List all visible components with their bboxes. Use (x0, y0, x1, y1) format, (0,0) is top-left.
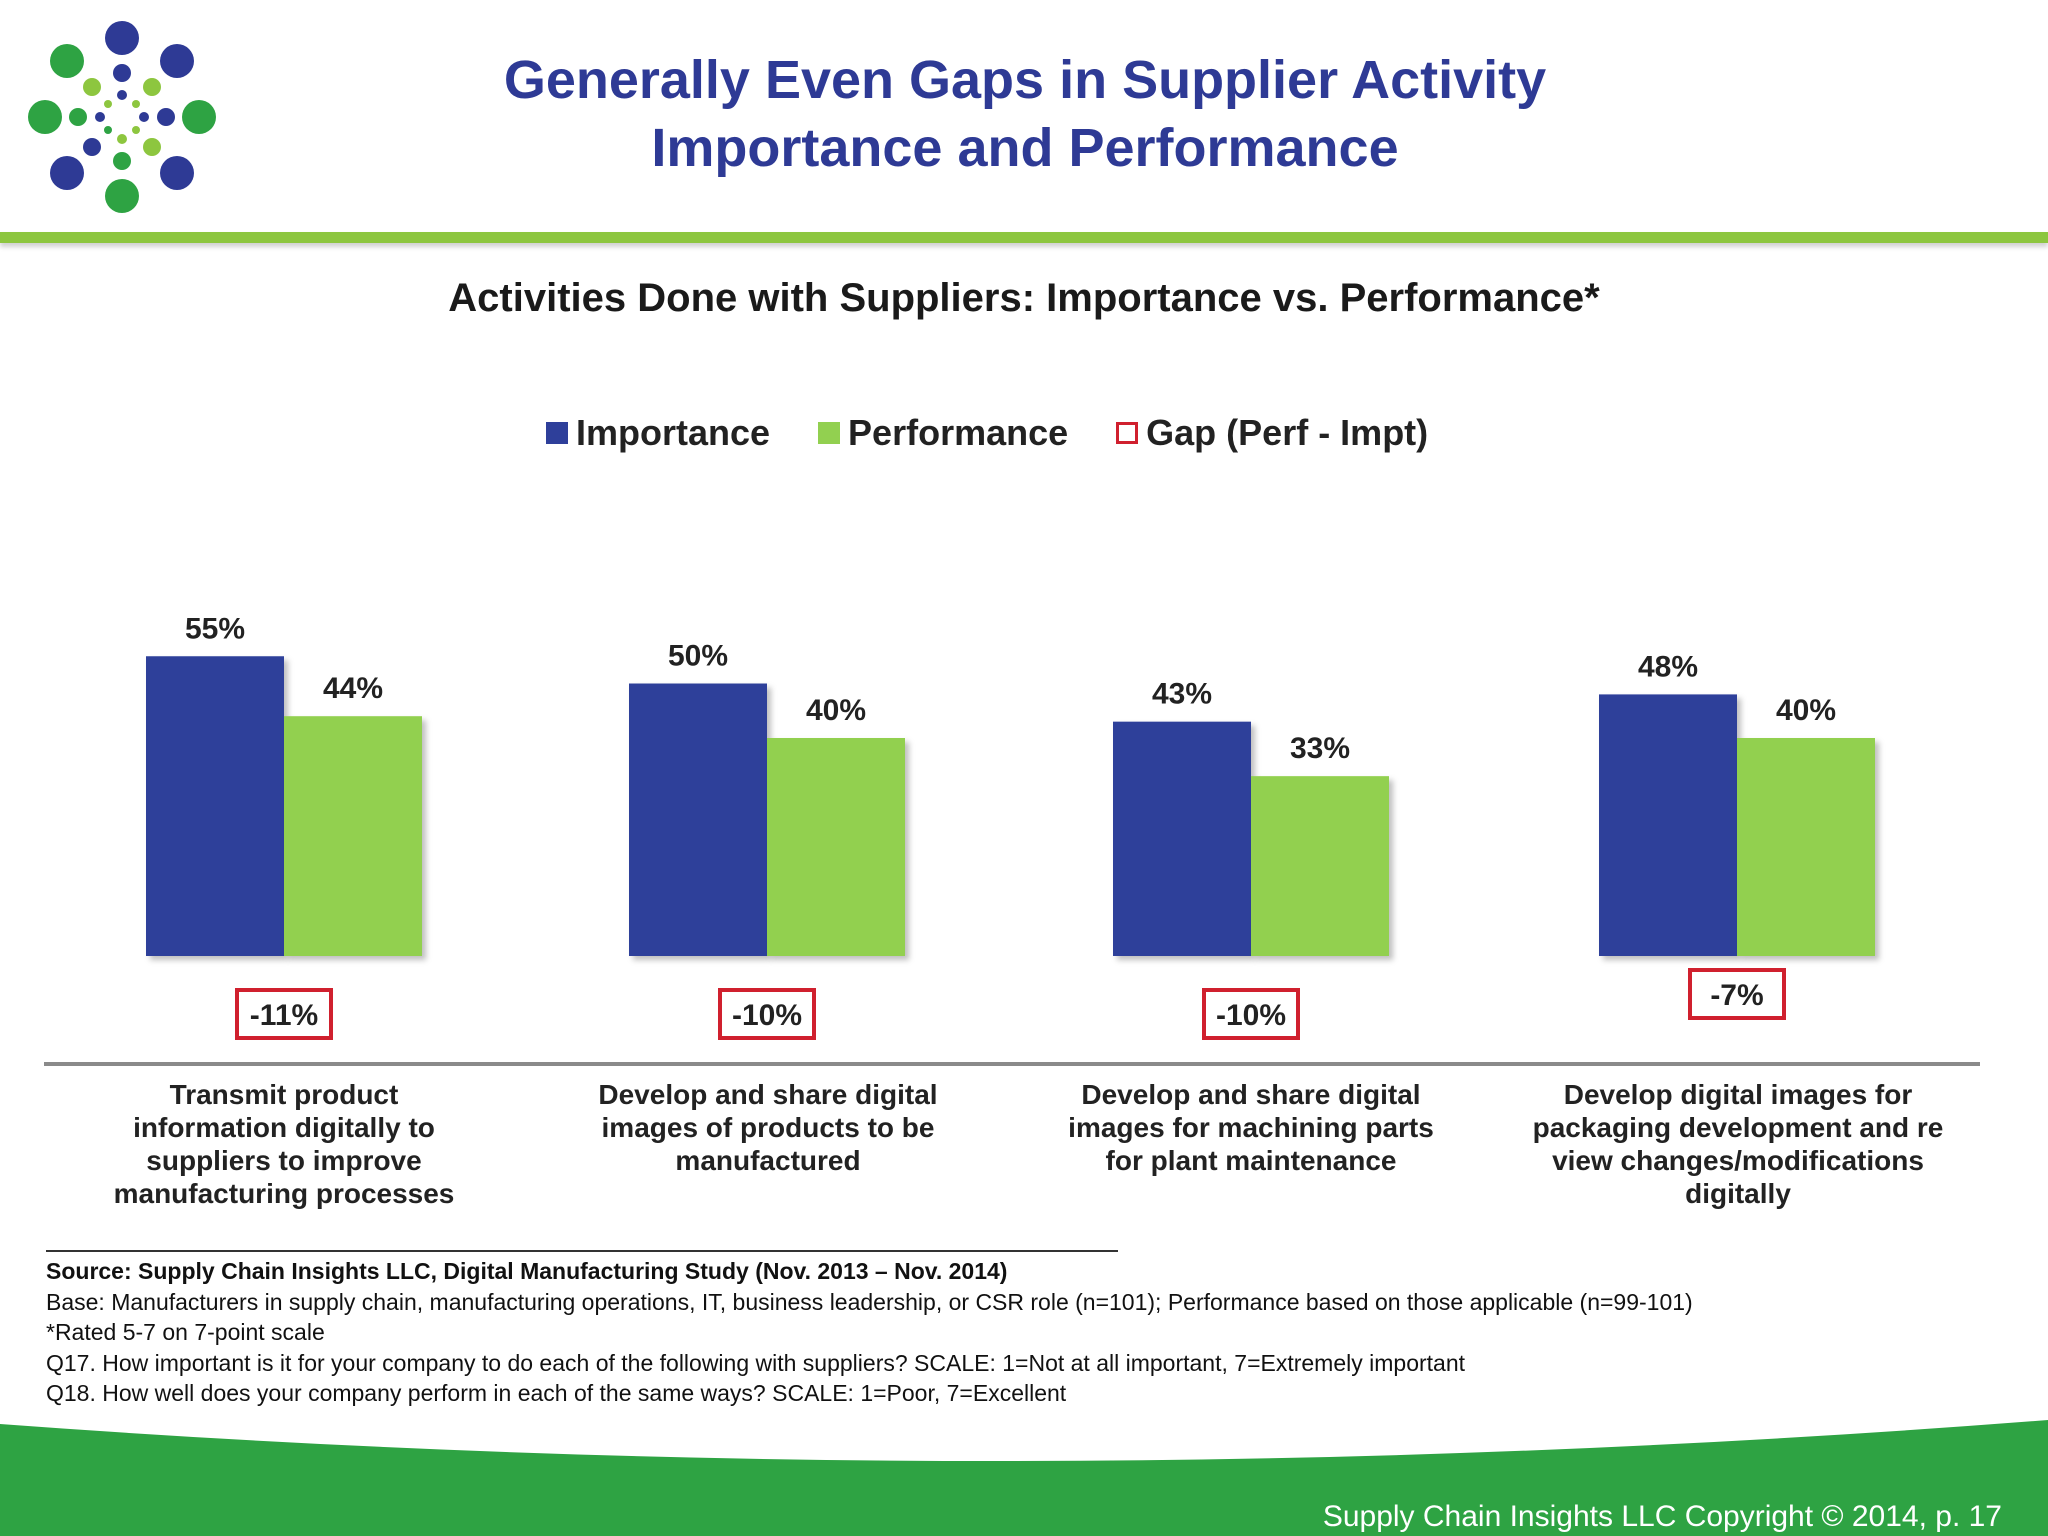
footer-copyright: Supply Chain Insights LLC Copyright © 20… (1322, 1500, 2002, 1533)
bar-importance-3 (1113, 721, 1251, 956)
bar-importance-2 (629, 683, 767, 956)
category-label-line: Develop and share digital (598, 1079, 938, 1110)
gap-value-label-1: -11% (250, 999, 318, 1032)
company-logo (28, 21, 216, 213)
category-label-line: images of products to be (601, 1112, 935, 1143)
chart-legend: Importance Performance Gap (Perf - Impt) (546, 408, 1428, 458)
bar-performance-1 (284, 716, 422, 956)
bar-value-label-importance-2: 50% (668, 640, 728, 673)
bar-value-label-performance-3: 33% (1290, 732, 1350, 765)
gap-box-2 (718, 988, 816, 1040)
source-question-18: Q18. How well does your company perform … (46, 1380, 1067, 1406)
source-citation: Source: Supply Chain Insights LLC, Digit… (46, 1258, 1008, 1284)
category-label-line: suppliers to improve (146, 1145, 422, 1176)
bar-value-label-importance-1: 55% (185, 612, 245, 645)
category-label-line: Develop digital images for (1563, 1079, 1913, 1110)
source-footnote: *Rated 5-7 on 7-point scale (46, 1319, 325, 1345)
bar-performance-4 (1737, 738, 1875, 956)
category-label-1: Transmit product information digitally t… (74, 1078, 494, 1210)
category-label-line: manufacturing processes (113, 1178, 455, 1209)
source-base: Base: Manufacturers in supply chain, man… (46, 1288, 1693, 1315)
bar-group-4: 48% 40% -7% (1599, 650, 1875, 1020)
legend-item-gap: Gap (Perf - Impt) (1116, 412, 1428, 454)
legend-swatch-importance (546, 422, 568, 444)
bar-group-1: 55% 44% -11% (146, 612, 422, 1040)
category-label-line: for plant maintenance (1105, 1145, 1397, 1176)
bar-importance-4 (1599, 694, 1737, 956)
bar-chart: 55% 44% -11% 50% 40% -10% 43% 33% -10% 48% 40% -7% (44, 612, 1980, 1066)
category-label-line: Develop and share digital (1081, 1079, 1421, 1110)
bar-value-label-performance-4: 40% (1776, 694, 1836, 727)
category-label-line: images for machining parts (1068, 1112, 1434, 1143)
bar-group-3: 43% 33% -10% (1113, 678, 1389, 1040)
header-divider (0, 232, 2048, 243)
category-label-line: digitally (1685, 1178, 1791, 1209)
bar-value-label-importance-3: 43% (1152, 678, 1212, 711)
slide-title: Generally Even Gaps in Supplier Activity… (330, 46, 1720, 182)
slide-title-line2: Importance and Performance (651, 118, 1399, 178)
gap-box-1 (235, 988, 333, 1040)
legend-swatch-gap (1116, 422, 1139, 444)
category-label-3: Develop and share digital images for mac… (1041, 1078, 1461, 1177)
legend-item-importance: Importance (546, 412, 770, 454)
category-label-line: information digitally to (133, 1112, 435, 1143)
bar-value-label-importance-4: 48% (1638, 650, 1698, 683)
bar-group-2: 50% 40% -10% (629, 640, 905, 1040)
category-label-4: Develop digital images for packaging dev… (1528, 1078, 1948, 1210)
bar-performance-3 (1251, 776, 1389, 956)
footer-band (0, 1420, 2048, 1536)
category-label-2: Develop and share digital images of prod… (558, 1078, 978, 1177)
gap-value-label-3: -10% (1216, 999, 1286, 1032)
bar-performance-2 (767, 738, 905, 956)
legend-swatch-performance (818, 422, 841, 444)
gap-box-4 (1688, 968, 1786, 1020)
source-notes: Source: Supply Chain Insights LLC, Digit… (46, 1256, 2006, 1409)
gap-value-label-4: -7% (1710, 979, 1763, 1012)
bar-value-label-performance-1: 44% (323, 672, 383, 705)
legend-item-performance: Performance (818, 412, 1068, 454)
bar-importance-1 (146, 656, 284, 956)
category-label-line: manufactured (675, 1145, 861, 1176)
legend-label-gap: Gap (Perf - Impt) (1146, 412, 1429, 453)
source-question-17: Q17. How important is it for your compan… (46, 1349, 1466, 1376)
source-divider (46, 1250, 1118, 1252)
bar-value-label-performance-2: 40% (806, 694, 866, 727)
legend-label-performance: Performance (848, 412, 1069, 453)
slide-title-line1: Generally Even Gaps in Supplier Activity (503, 50, 1547, 110)
category-label-line: Transmit product (169, 1079, 399, 1110)
gap-value-label-2: -10% (732, 999, 802, 1032)
legend-label-importance: Importance (576, 412, 771, 453)
chart-title: Activities Done with Suppliers: Importan… (448, 276, 1600, 320)
category-label-line: packaging development and re (1532, 1112, 1944, 1143)
gap-box-3 (1202, 988, 1300, 1040)
category-label-line: view changes/modifications (1552, 1145, 1924, 1176)
